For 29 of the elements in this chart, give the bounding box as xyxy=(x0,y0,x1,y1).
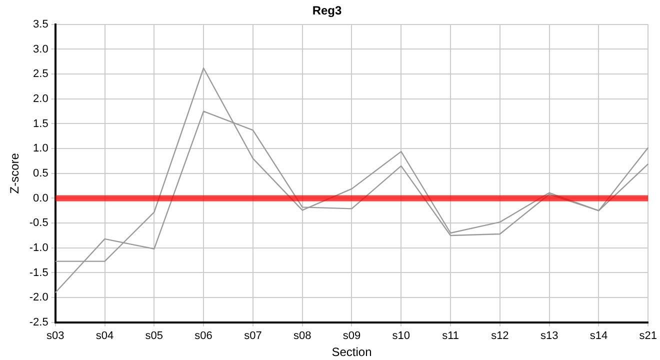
x-tick-label: s03 xyxy=(46,330,64,342)
y-tick-label: -1.0 xyxy=(29,242,48,254)
y-tick-label: -2.0 xyxy=(29,292,48,304)
y-axis-title: Z-score xyxy=(8,152,22,194)
y-tick-label: 1.0 xyxy=(33,142,48,155)
x-tick-label: s11 xyxy=(442,330,459,342)
y-tick-label: -0.5 xyxy=(29,217,48,230)
x-tick-label: s10 xyxy=(392,330,410,342)
y-tick-label: 0.5 xyxy=(33,167,48,180)
x-tick-label: s06 xyxy=(194,330,212,342)
y-tick-label: 2.5 xyxy=(33,68,48,80)
x-tick-label: s12 xyxy=(491,330,509,342)
y-tick-label: 3.0 xyxy=(33,43,48,56)
chart-title: Reg3 xyxy=(312,4,342,18)
y-tick-label: 0.0 xyxy=(33,192,48,204)
y-tick-label: 1.5 xyxy=(33,118,48,130)
x-tick-label: s09 xyxy=(342,330,361,342)
y-tick-label: -1.5 xyxy=(29,266,48,279)
y-tick-label: 3.5 xyxy=(33,18,48,30)
x-tick-label: s07 xyxy=(244,330,262,342)
y-tick-label: 2.0 xyxy=(33,92,48,105)
x-tick-label: s21 xyxy=(639,330,658,342)
x-tick-label: s14 xyxy=(590,330,608,342)
x-tick-label: s08 xyxy=(293,330,312,342)
x-tick-label: s13 xyxy=(540,330,558,342)
x-tick-label: s05 xyxy=(145,330,164,342)
x-axis-title: Section xyxy=(332,345,372,360)
x-tick-label: s04 xyxy=(96,330,114,342)
y-tick-label: -2.5 xyxy=(29,316,48,328)
